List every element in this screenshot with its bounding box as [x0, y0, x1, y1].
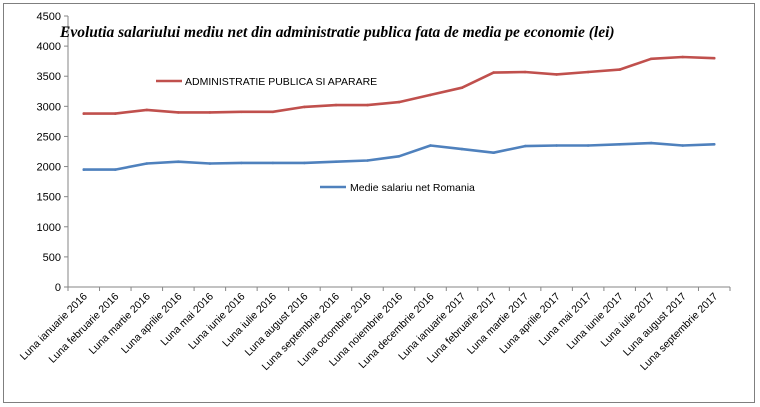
data-point-national-average: [649, 141, 653, 145]
x-category-label: Luna iunie 2017: [564, 291, 625, 352]
y-tick-label: 3500: [37, 71, 61, 83]
axes: [67, 16, 730, 288]
y-tick-label: 2000: [37, 162, 61, 174]
data-point-public-admin: [177, 111, 180, 114]
legend-label-national-average: Medie salariu net Romania: [350, 182, 475, 194]
y-tick-label: 3000: [37, 101, 61, 113]
y-tick-label: 500: [43, 252, 61, 264]
data-point-national-average: [523, 144, 527, 148]
data-point-public-admin: [145, 108, 149, 112]
data-point-public-admin: [555, 73, 558, 76]
y-axis-ticks: 0 500 1000 1500 2000 2500 3000 3500 4000 4500: [37, 11, 68, 294]
data-point-public-admin: [586, 70, 590, 74]
x-category-label: Luna iunie 2016: [186, 291, 247, 352]
y-tick-label: 4500: [37, 11, 61, 23]
data-point-national-average: [334, 160, 338, 163]
y-tick-label: 4000: [37, 41, 61, 53]
y-tick-label: 2500: [37, 131, 61, 143]
data-point-public-admin: [240, 110, 243, 114]
data-point-public-admin: [114, 112, 117, 115]
y-tick-label: 0: [55, 282, 61, 294]
data-point-public-admin: [82, 112, 86, 115]
data-point-national-average: [145, 162, 149, 165]
legend-item-national-average: Medie salariu net Romania: [320, 182, 475, 194]
y-tick-label: 1000: [37, 222, 61, 234]
y-tick-label: 1500: [37, 192, 61, 204]
data-point-public-admin: [523, 70, 527, 74]
data-point-national-average: [240, 161, 243, 165]
legends: ADMINISTRATIE PUBLICA SI APARARE Medie s…: [156, 76, 475, 194]
data-point-national-average: [397, 155, 401, 158]
data-point-public-admin: [460, 86, 464, 89]
data-point-public-admin: [712, 56, 716, 60]
data-point-public-admin: [492, 71, 495, 74]
legend-label-public-admin: ADMINISTRATIE PUBLICA SI APARARE: [185, 76, 377, 88]
data-point-public-admin: [303, 105, 306, 109]
data-point-national-average: [555, 144, 558, 147]
data-point-national-average: [114, 168, 117, 171]
data-point-public-admin: [334, 103, 338, 107]
data-point-national-average: [208, 162, 212, 165]
data-point-national-average: [366, 159, 369, 162]
data-point-public-admin: [271, 110, 275, 114]
data-point-national-average: [177, 160, 180, 163]
data-point-national-average: [460, 147, 464, 151]
data-point-public-admin: [208, 111, 212, 114]
data-point-national-average: [303, 161, 306, 165]
data-point-national-average: [271, 161, 275, 165]
data-point-public-admin: [429, 93, 432, 97]
data-point-national-average: [681, 144, 684, 147]
data-point-national-average: [586, 144, 590, 147]
data-point-national-average: [618, 143, 621, 146]
line-chart: 0 500 1000 1500 2000 2500 3000 3500 4000 4500 Lun…: [18, 11, 731, 373]
chart-title: Evolutia salariului mediu net din admini…: [59, 24, 615, 41]
data-point-national-average: [429, 144, 432, 147]
data-point-public-admin: [681, 55, 684, 59]
data-point-public-admin: [397, 100, 401, 104]
data-point-national-average: [492, 151, 495, 154]
series-lines: [82, 55, 716, 171]
data-point-public-admin: [366, 103, 369, 107]
data-point-public-admin: [618, 68, 621, 71]
chart-frame: 0 500 1000 1500 2000 2500 3000 3500 4000 4500 Lun…: [3, 3, 755, 403]
data-point-public-admin: [649, 57, 653, 61]
data-point-national-average: [82, 168, 86, 171]
series-line-public-admin: [82, 55, 716, 115]
legend-item-public-admin: ADMINISTRATIE PUBLICA SI APARARE: [156, 76, 377, 88]
data-point-national-average: [712, 143, 716, 146]
